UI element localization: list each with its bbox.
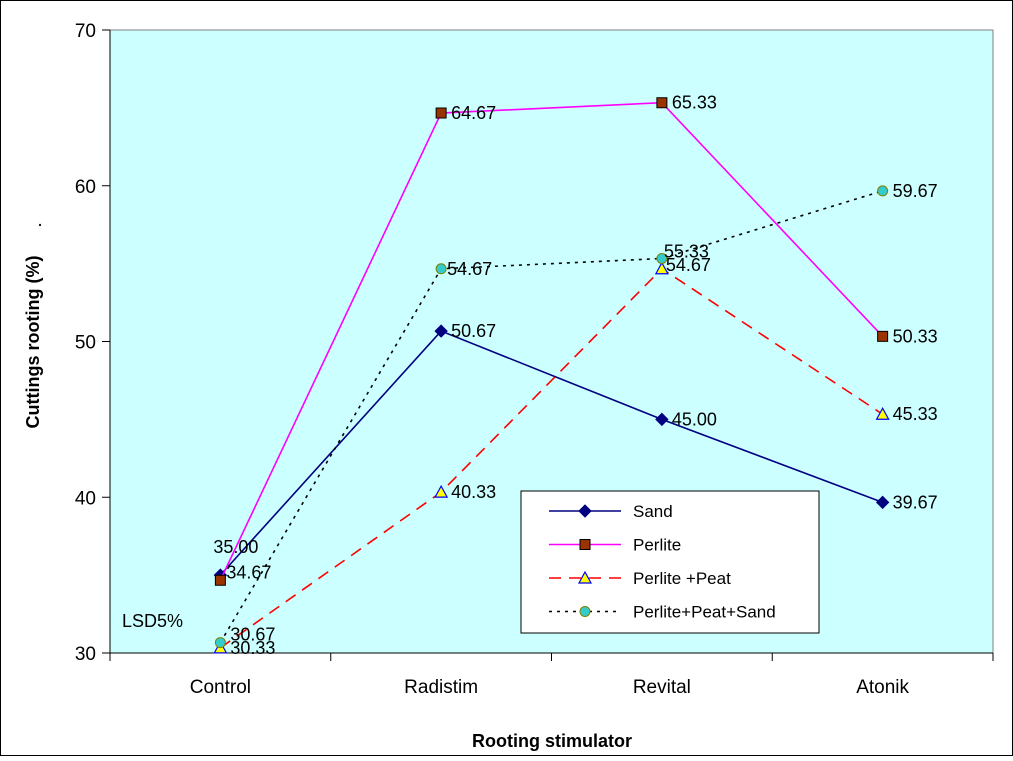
y-axis-title-mark: . <box>37 210 42 231</box>
series-line <box>219 190 883 643</box>
y-tick-label: 50 <box>75 333 96 354</box>
data-point <box>877 330 889 342</box>
x-axis-title: Rooting stimulator <box>472 731 632 751</box>
x-tick-label: Radistim <box>404 677 478 698</box>
x-axis: Control Radistim Revital Atonik <box>109 652 994 698</box>
legend-box <box>520 490 820 634</box>
data-label: 35.00 <box>213 537 258 557</box>
legend-label: Perlite <box>633 536 681 555</box>
series-line <box>219 267 884 649</box>
data-label: 30.33 <box>230 638 275 658</box>
data-point <box>656 252 668 264</box>
legend-item: Perlite +Peat <box>549 569 731 588</box>
data-point <box>435 263 447 275</box>
legend: Sand Perlite Perlite +Peat Perlite+Peat+San… <box>520 490 820 634</box>
data-label: 30.67 <box>230 625 275 645</box>
data-point <box>214 574 226 586</box>
data-label-layer: 35.00 50.67 45.00 39.67 34.67 64.67 65.33 50.33… <box>213 93 937 658</box>
x-tick-label: Atonik <box>856 677 909 698</box>
legend-marker <box>578 504 592 518</box>
data-point <box>214 637 226 649</box>
lsd-annotation: LSD5% <box>122 611 183 631</box>
data-label: 54.67 <box>447 259 492 279</box>
series-line <box>219 101 884 581</box>
x-tick-label: Revital <box>633 677 691 698</box>
legend-item: Perlite+Peat+Sand <box>549 603 776 622</box>
y-tick-label: 60 <box>75 177 96 198</box>
legend-marker <box>579 606 591 617</box>
data-point <box>656 97 668 109</box>
data-point <box>877 185 889 197</box>
data-label: 64.67 <box>451 103 496 123</box>
y-axis-title: Cuttings rooting (%) <box>23 256 43 429</box>
data-point <box>434 324 448 338</box>
series-line <box>219 330 883 576</box>
legend-item: Perlite <box>549 536 681 555</box>
x-tick-label: Control <box>190 677 251 698</box>
data-point <box>875 495 890 510</box>
data-label: 65.33 <box>672 93 717 113</box>
y-tick-label: 40 <box>75 488 96 509</box>
data-point <box>655 412 669 427</box>
data-point <box>875 406 890 420</box>
data-label: 50.33 <box>893 326 938 346</box>
data-label: 39.67 <box>893 492 938 512</box>
legend-label: Sand <box>633 502 673 521</box>
data-point <box>434 484 449 498</box>
legend-item: Sand <box>549 502 673 521</box>
data-label: 50.67 <box>451 321 496 341</box>
series-1 <box>214 97 889 586</box>
legend-marker <box>577 570 593 584</box>
legend-label: Perlite+Peat+Sand <box>633 603 776 622</box>
y-tick-label: 70 <box>75 21 96 42</box>
legend-label: Perlite +Peat <box>633 569 731 588</box>
data-label: 34.67 <box>226 562 271 582</box>
y-tick-label: 30 <box>75 644 96 665</box>
y-axis: 30 40 50 60 70 <box>75 21 111 665</box>
data-label: 40.33 <box>451 482 496 502</box>
data-point <box>435 107 447 119</box>
data-label: 45.00 <box>672 409 717 429</box>
series-3 <box>214 185 889 649</box>
series-layer <box>213 97 890 654</box>
data-label: 54.67 <box>666 255 711 275</box>
data-label: 55.33 <box>664 241 709 261</box>
data-label: 59.67 <box>893 181 938 201</box>
data-point <box>654 261 669 275</box>
legend-marker <box>579 539 591 550</box>
data-label: 45.33 <box>893 404 938 424</box>
